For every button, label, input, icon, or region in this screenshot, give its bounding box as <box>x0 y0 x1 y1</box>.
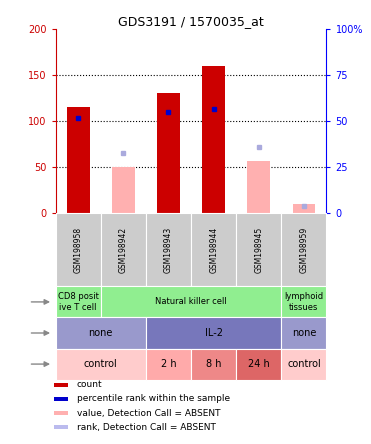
FancyBboxPatch shape <box>54 397 68 401</box>
Text: percentile rank within the sample: percentile rank within the sample <box>77 394 230 404</box>
Text: control: control <box>84 359 118 369</box>
Bar <box>157 93 180 213</box>
Bar <box>247 161 270 213</box>
FancyBboxPatch shape <box>56 349 146 380</box>
FancyBboxPatch shape <box>146 213 191 286</box>
Bar <box>202 66 225 213</box>
Text: 2 h: 2 h <box>161 359 176 369</box>
FancyBboxPatch shape <box>281 286 326 317</box>
Text: control: control <box>287 359 321 369</box>
FancyBboxPatch shape <box>101 213 146 286</box>
FancyBboxPatch shape <box>146 317 281 349</box>
Text: GSM198958: GSM198958 <box>74 227 83 273</box>
Text: value, Detection Call = ABSENT: value, Detection Call = ABSENT <box>77 408 220 418</box>
FancyBboxPatch shape <box>56 286 101 317</box>
FancyBboxPatch shape <box>236 213 281 286</box>
FancyBboxPatch shape <box>54 383 68 387</box>
Text: count: count <box>77 380 102 389</box>
FancyBboxPatch shape <box>101 286 281 317</box>
Text: 24 h: 24 h <box>248 359 270 369</box>
Text: Natural killer cell: Natural killer cell <box>155 297 227 306</box>
Text: GSM198942: GSM198942 <box>119 227 128 273</box>
Text: none: none <box>89 328 113 338</box>
Text: 8 h: 8 h <box>206 359 221 369</box>
FancyBboxPatch shape <box>236 349 281 380</box>
Text: GSM198959: GSM198959 <box>299 226 308 273</box>
Text: lymphoid
tissues: lymphoid tissues <box>284 292 324 312</box>
FancyBboxPatch shape <box>191 213 236 286</box>
Text: rank, Detection Call = ABSENT: rank, Detection Call = ABSENT <box>77 423 216 432</box>
FancyBboxPatch shape <box>56 213 101 286</box>
FancyBboxPatch shape <box>56 317 146 349</box>
Bar <box>67 107 89 213</box>
FancyBboxPatch shape <box>54 411 68 415</box>
Text: GSM198944: GSM198944 <box>209 226 218 273</box>
Text: GSM198945: GSM198945 <box>254 226 263 273</box>
Text: CD8 posit
ive T cell: CD8 posit ive T cell <box>58 292 99 312</box>
Text: GSM198943: GSM198943 <box>164 226 173 273</box>
FancyBboxPatch shape <box>281 317 326 349</box>
FancyBboxPatch shape <box>191 349 236 380</box>
Title: GDS3191 / 1570035_at: GDS3191 / 1570035_at <box>118 15 264 28</box>
Text: IL-2: IL-2 <box>205 328 223 338</box>
Text: none: none <box>292 328 316 338</box>
FancyBboxPatch shape <box>281 213 326 286</box>
FancyBboxPatch shape <box>54 425 68 429</box>
Bar <box>293 204 315 213</box>
FancyBboxPatch shape <box>281 349 326 380</box>
Bar <box>112 167 135 213</box>
FancyBboxPatch shape <box>146 349 191 380</box>
